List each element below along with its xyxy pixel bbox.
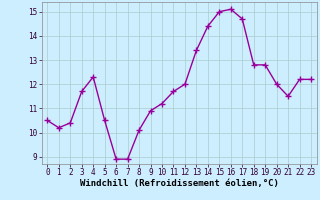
X-axis label: Windchill (Refroidissement éolien,°C): Windchill (Refroidissement éolien,°C) xyxy=(80,179,279,188)
